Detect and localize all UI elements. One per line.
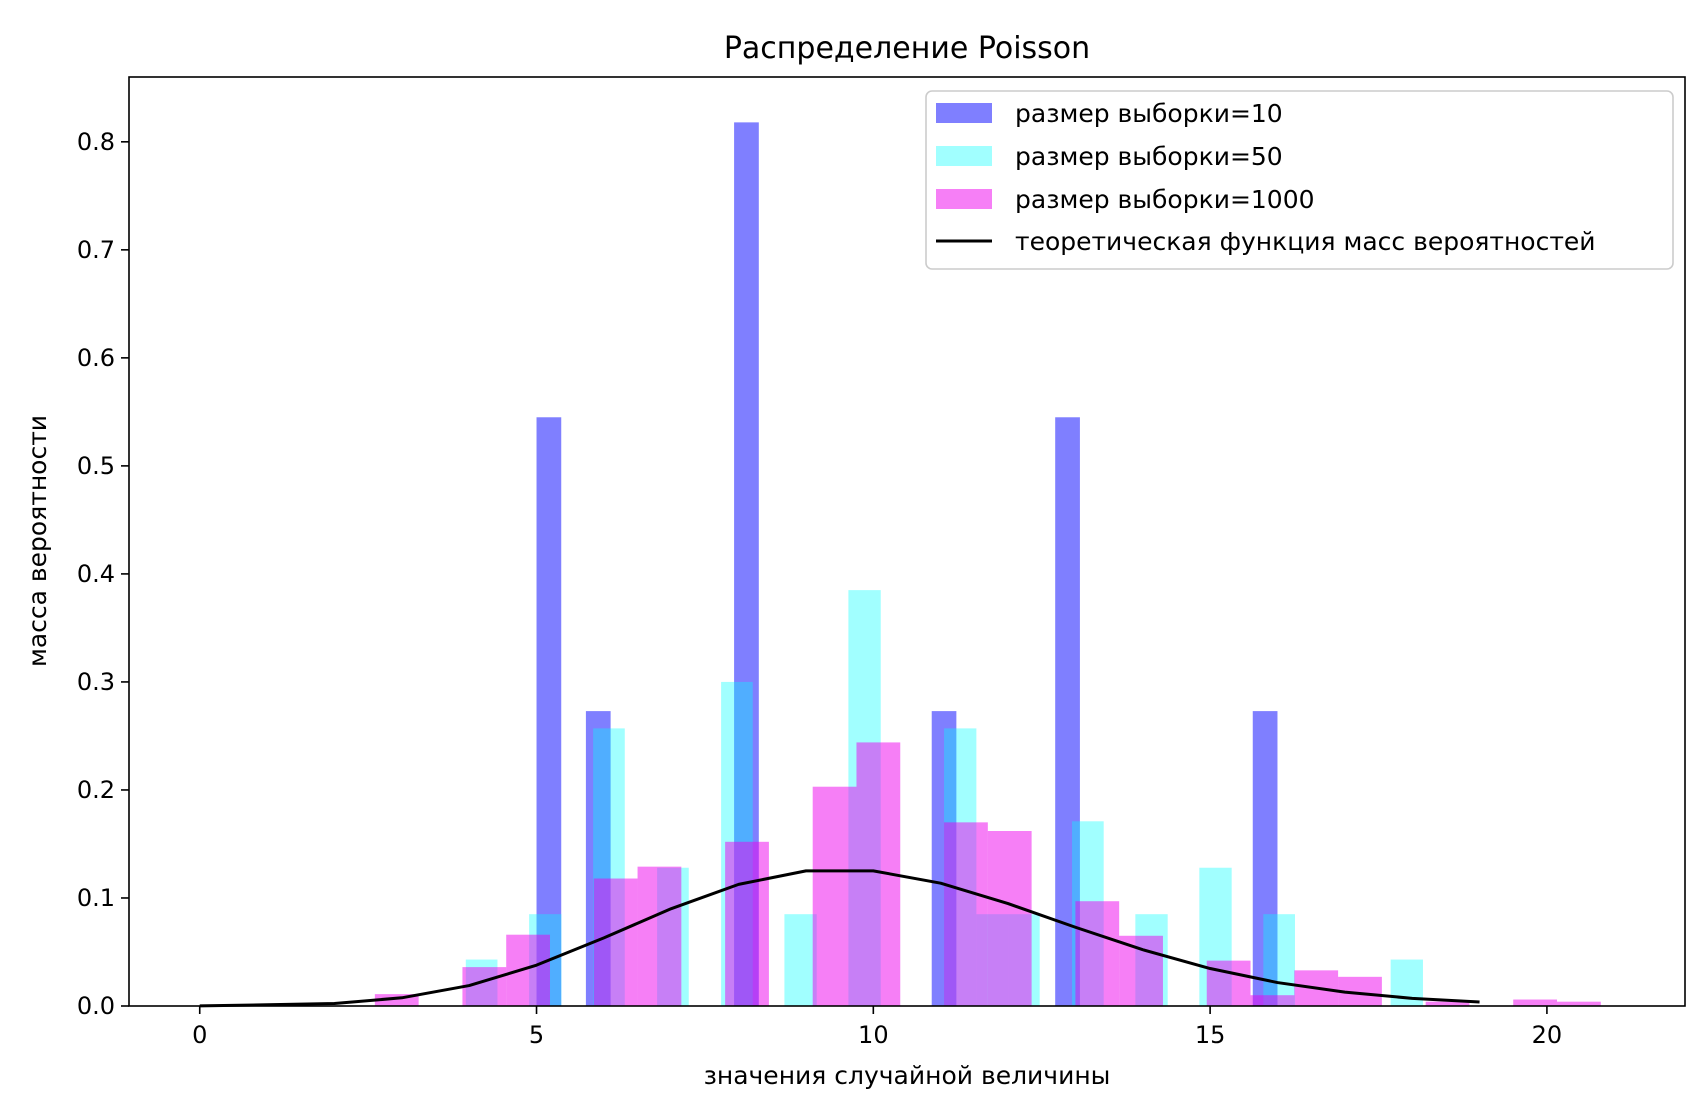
y-axis-ticks: 0.0 0.1 0.2 0.3 0.4 0.5 0.6 0.7 0.8 xyxy=(77,128,129,1020)
histogram-bars xyxy=(374,122,1601,1007)
legend: размер выборки=10 размер выборки=50 размер… xyxy=(925,90,1674,270)
bar-series-2-bin-4 xyxy=(637,866,682,1006)
bar-series-0-bin-5 xyxy=(1252,711,1278,1006)
chart-title: Распределение Poisson xyxy=(724,31,1090,66)
y-axis-label: масса вероятности xyxy=(23,415,52,667)
bar-series-2-bin-0 xyxy=(374,994,419,1006)
x-tick-label-1: 5 xyxy=(529,1021,544,1049)
y-tick-label-1: 0.1 xyxy=(77,884,115,912)
legend-label-2: размер выборки=1000 xyxy=(1015,185,1315,214)
theory-line-layer xyxy=(199,869,1480,1008)
x-axis-ticks: 0 5 10 15 20 xyxy=(192,1006,1562,1049)
bar-series-2-bin-6 xyxy=(812,786,857,1006)
bar-series-2-bin-2 xyxy=(506,934,550,1006)
bar-series-2-bin-8 xyxy=(944,822,988,1006)
legend-swatch-0 xyxy=(936,103,992,123)
bar-series-2-bin-16 xyxy=(1425,1001,1470,1006)
legend-swatch-1 xyxy=(936,146,992,166)
legend-swatch-2 xyxy=(936,189,992,209)
y-tick-label-3: 0.3 xyxy=(77,668,115,696)
y-tick-label-4: 0.4 xyxy=(77,560,115,588)
plot-frame xyxy=(128,76,1686,1007)
theory-pmf-line xyxy=(199,869,1480,1008)
bar-series-1-bin-13 xyxy=(1263,914,1295,1006)
bar-series-0-bin-0 xyxy=(536,417,562,1006)
bar-series-2-bin-11 xyxy=(1119,935,1163,1006)
bar-series-2-bin-5 xyxy=(725,841,769,1006)
bar-series-2-bin-12 xyxy=(1206,960,1251,1006)
bar-series-1-bin-5 xyxy=(784,914,817,1006)
bar-series-2-bin-9 xyxy=(987,831,1032,1006)
x-tick-label-3: 15 xyxy=(1195,1021,1226,1049)
legend-label-0: размер выборки=10 xyxy=(1015,99,1283,128)
x-tick-label-0: 0 xyxy=(192,1021,207,1049)
bar-series-2-bin-13 xyxy=(1250,995,1295,1006)
legend-box xyxy=(925,90,1674,270)
bar-series-2-bin-3 xyxy=(593,878,638,1006)
y-tick-label-6: 0.6 xyxy=(77,344,115,372)
legend-label-1: размер выборки=50 xyxy=(1015,142,1283,171)
x-tick-label-4: 20 xyxy=(1532,1021,1563,1049)
y-tick-label-8: 0.8 xyxy=(77,128,115,156)
bar-series-2-bin-10 xyxy=(1075,901,1120,1006)
y-tick-label-0: 0.0 xyxy=(77,992,115,1020)
bar-series-2-bin-18 xyxy=(1557,1001,1601,1006)
y-tick-label-7: 0.7 xyxy=(77,236,115,264)
legend-label-3: теоретическая функция масс вероятностей xyxy=(1015,227,1596,256)
bar-series-2-bin-17 xyxy=(1513,999,1558,1006)
x-axis-label: значения случайной величины xyxy=(704,1061,1111,1090)
y-tick-label-2: 0.2 xyxy=(77,776,115,804)
y-tick-label-5: 0.5 xyxy=(77,452,115,480)
x-tick-label-2: 10 xyxy=(858,1021,889,1049)
